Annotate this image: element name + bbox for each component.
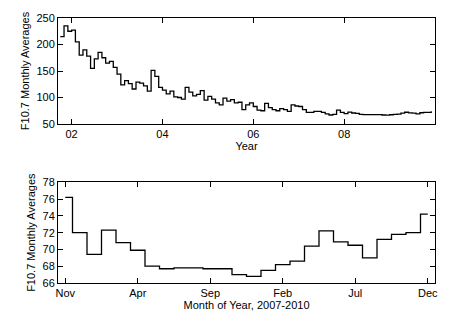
svg-text:Nov: Nov: [55, 287, 75, 299]
svg-text:06: 06: [247, 128, 259, 140]
svg-text:250: 250: [36, 12, 54, 24]
svg-text:100: 100: [36, 91, 54, 103]
svg-text:78: 78: [43, 176, 55, 188]
svg-text:Jul: Jul: [348, 287, 362, 299]
svg-text:Year: Year: [235, 140, 258, 152]
svg-text:66: 66: [43, 277, 55, 289]
svg-text:68: 68: [43, 260, 55, 272]
svg-text:08: 08: [338, 128, 350, 140]
svg-text:76: 76: [43, 193, 55, 205]
svg-text:70: 70: [43, 243, 55, 255]
svg-text:F10.7 Monthly Averages: F10.7 Monthly Averages: [25, 173, 37, 292]
svg-text:50: 50: [43, 118, 55, 130]
svg-text:Apr: Apr: [129, 287, 146, 299]
svg-text:Dec: Dec: [418, 287, 438, 299]
svg-text:Feb: Feb: [273, 287, 292, 299]
svg-text:Sep: Sep: [200, 287, 220, 299]
svg-text:02: 02: [66, 128, 78, 140]
svg-text:74: 74: [43, 210, 55, 222]
svg-text:F10.7 Monthly Averages: F10.7 Monthly Averages: [19, 11, 31, 130]
svg-text:04: 04: [156, 128, 168, 140]
svg-text:72: 72: [43, 227, 55, 239]
svg-text:200: 200: [36, 38, 54, 50]
svg-text:150: 150: [36, 65, 54, 77]
svg-text:Month of Year, 2007-2010: Month of Year, 2007-2010: [184, 299, 310, 311]
